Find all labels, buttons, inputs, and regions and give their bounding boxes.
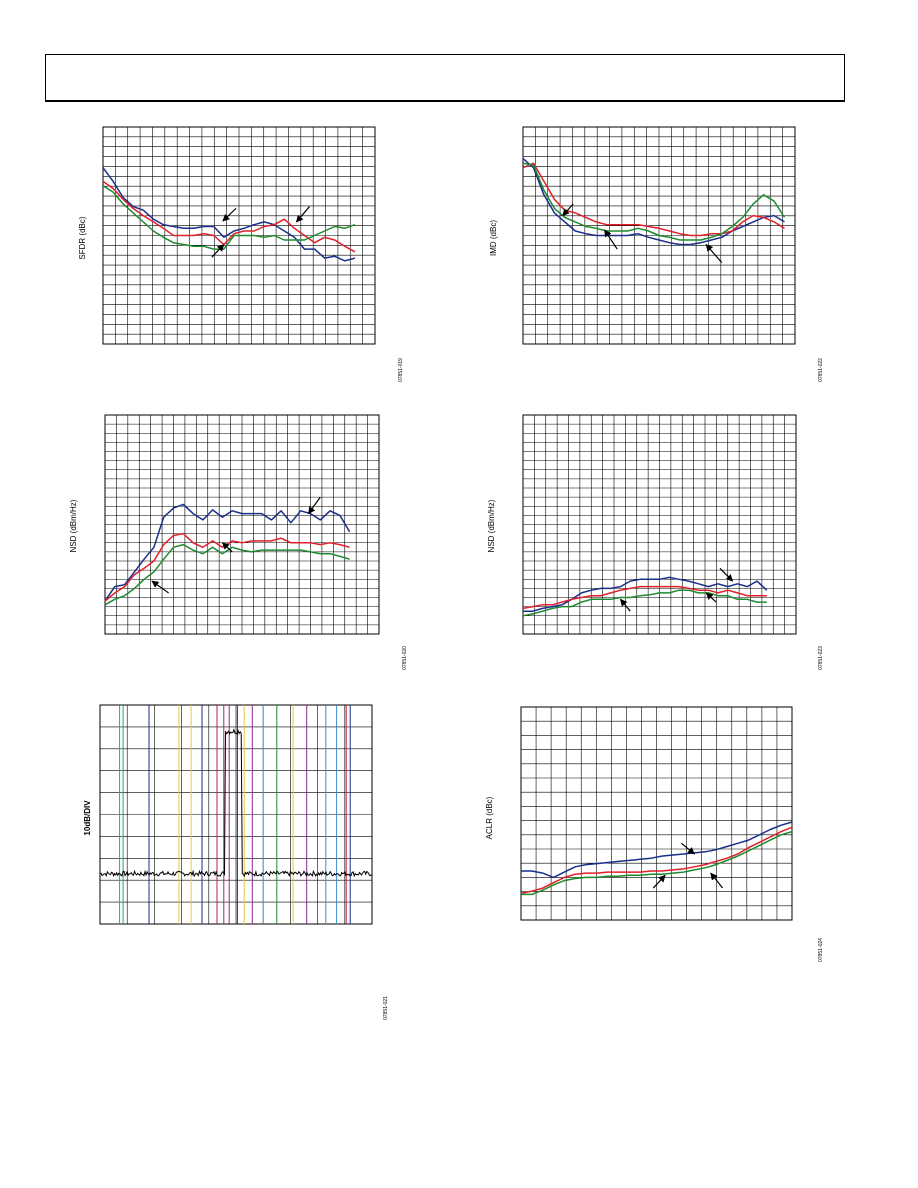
series-line-1 bbox=[521, 821, 793, 879]
y-axis-label: NSD (dBm/Hz) bbox=[487, 499, 496, 552]
y-axis-label: IMD (dBc) bbox=[489, 220, 498, 256]
spectrum-chart: 10dB/DIV 07851-021 bbox=[83, 704, 389, 1020]
annotation-arrow-2 bbox=[652, 874, 666, 889]
sfdr-chart: SFDR (dBc) 07851-019 bbox=[78, 126, 404, 382]
annotation-arrow-2 bbox=[620, 598, 631, 612]
nsd-chart-1: NSD (dBm/Hz) 07851-020 bbox=[69, 414, 408, 670]
annotation-arrow-1 bbox=[308, 496, 321, 515]
y-axis-label: SFDR (dBc) bbox=[78, 216, 87, 259]
series-line-3 bbox=[522, 589, 767, 617]
series-line-1 bbox=[522, 158, 785, 246]
series-line-1 bbox=[523, 576, 768, 612]
annotation-arrow-3 bbox=[705, 592, 717, 603]
annotation-arrow-1 bbox=[222, 207, 237, 222]
annotation-arrow-2 bbox=[295, 206, 310, 223]
annotation-arrow-1 bbox=[681, 842, 695, 855]
series-line-3 bbox=[104, 543, 350, 606]
imd-chart: IMD (dBc) 07851-022 bbox=[489, 126, 824, 382]
header-box bbox=[45, 54, 845, 102]
figure-id: 07851-023 bbox=[818, 646, 824, 670]
series-line-3 bbox=[521, 830, 793, 896]
series-line-2 bbox=[520, 826, 793, 895]
series-line-3 bbox=[102, 185, 356, 250]
annotation-arrow-1 bbox=[562, 203, 574, 217]
annotation-arrow-3 bbox=[211, 244, 225, 258]
figure-id: 07851-021 bbox=[383, 996, 389, 1020]
figure-id: 07851-020 bbox=[402, 646, 408, 670]
spectrum-trace bbox=[99, 728, 373, 878]
y-axis-label: 10dB/DIV bbox=[83, 800, 92, 836]
figure-id: 07851-019 bbox=[398, 358, 404, 382]
annotation-arrow-1 bbox=[719, 567, 734, 582]
aclr-chart: ACLR (dBc) 07851-024 bbox=[485, 706, 824, 962]
annotation-arrow-3 bbox=[710, 872, 724, 889]
figure-id: 07851-022 bbox=[818, 358, 824, 382]
nsd-chart-2: NSD (dBm/Hz) 07851-023 bbox=[487, 414, 824, 670]
y-axis-label: NSD (dBm/Hz) bbox=[69, 499, 78, 552]
series-line-3 bbox=[522, 162, 786, 241]
annotation-arrow-2 bbox=[604, 229, 618, 250]
annotation-arrow-3 bbox=[705, 243, 723, 264]
series-line-1 bbox=[102, 167, 356, 262]
series-line-2 bbox=[522, 585, 767, 610]
y-axis-label: ACLR (dBc) bbox=[485, 796, 494, 839]
annotation-arrow-3 bbox=[151, 580, 169, 594]
annotation-arrow-2 bbox=[221, 542, 233, 553]
series-line-2 bbox=[102, 180, 356, 253]
figure-id: 07851-024 bbox=[818, 938, 824, 962]
